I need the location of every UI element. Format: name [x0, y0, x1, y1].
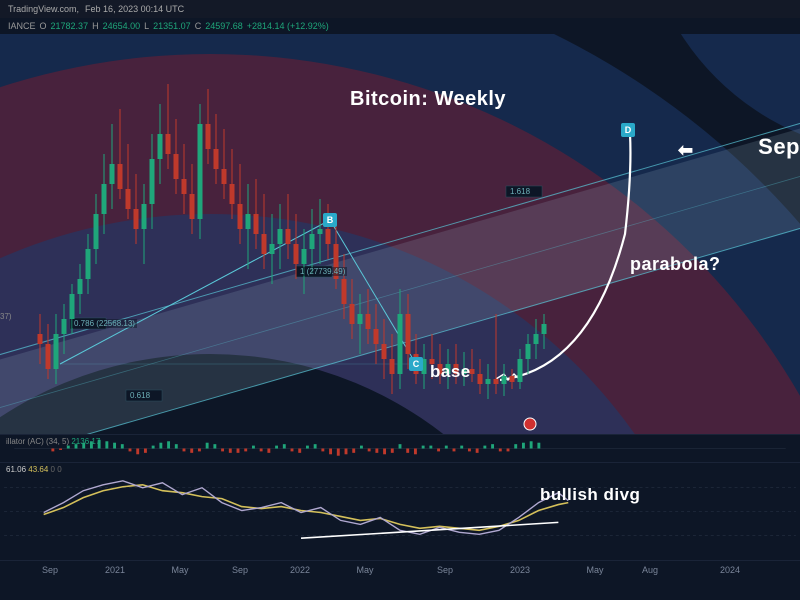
- change-value: +2814.14 (+12.92%): [247, 21, 329, 31]
- close-letter: C: [195, 21, 202, 31]
- timestamp-label: Feb 16, 2023 00:14 UTC: [85, 4, 184, 14]
- ac-legend-text: illator (AC) (34, 5): [6, 437, 69, 446]
- time-tick: 2023: [510, 565, 530, 575]
- fib-level-label: 1 (27739.49): [298, 267, 347, 276]
- ac-value: 2136.17: [71, 437, 100, 446]
- time-tick: 2022: [290, 565, 310, 575]
- time-tick: May: [356, 565, 373, 575]
- point-badge-d: D: [621, 123, 635, 137]
- ac-legend: illator (AC) (34, 5) 2136.17: [6, 437, 100, 446]
- indicator-oscillator-panel[interactable]: 61.06 43.64 0 0 bullish divg: [0, 462, 800, 560]
- point-badge-c: C: [409, 357, 423, 371]
- time-tick: Sep: [232, 565, 248, 575]
- low-value: 21351.07: [153, 21, 191, 31]
- time-tick: 2021: [105, 565, 125, 575]
- time-tick: 2024: [720, 565, 740, 575]
- main-price-chart[interactable]: Bitcoin: Weekly Sep parabola? base ⬅ 37)…: [0, 34, 800, 434]
- time-tick: Aug: [642, 565, 658, 575]
- time-tick: May: [586, 565, 603, 575]
- ohlc-bar: IANCE O 21782.37 H 24654.00 L 21351.07 C…: [0, 18, 800, 34]
- indicator-ac-panel[interactable]: illator (AC) (34, 5) 2136.17: [0, 434, 800, 462]
- close-value: 24597.68: [205, 21, 243, 31]
- time-tick: May: [171, 565, 188, 575]
- point-badge-b: B: [323, 213, 337, 227]
- ao-rest: 0 0: [51, 465, 62, 474]
- time-tick: Sep: [42, 565, 58, 575]
- high-letter: H: [92, 21, 99, 31]
- fib-level-label: 1.618: [508, 187, 532, 196]
- exchange-label: IANCE: [8, 21, 36, 31]
- high-value: 24654.00: [103, 21, 141, 31]
- price-axis-fragment: 37): [0, 312, 12, 321]
- open-value: 21782.37: [51, 21, 89, 31]
- ao-v1: 61.06: [6, 465, 26, 474]
- chart-header: TradingView.com, Feb 16, 2023 00:14 UTC: [0, 0, 800, 18]
- fib-level-label: 0.786 (22568.13): [72, 319, 137, 328]
- low-letter: L: [144, 21, 149, 31]
- open-letter: O: [40, 21, 47, 31]
- time-axis: Sep 2021 May Sep 2022 May Sep 2023 May Aug 2024: [0, 560, 800, 600]
- time-tick: Sep: [437, 565, 453, 575]
- source-label: TradingView.com,: [8, 4, 79, 14]
- ao-v2: 43.64: [28, 465, 48, 474]
- ao-legend: 61.06 43.64 0 0: [6, 465, 62, 474]
- fib-level-label: 0.618: [128, 391, 152, 400]
